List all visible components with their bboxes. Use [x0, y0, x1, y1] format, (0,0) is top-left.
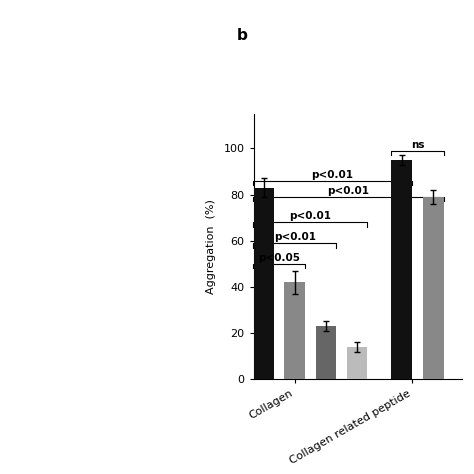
Bar [392, 160, 412, 379]
Bar [346, 347, 367, 379]
Y-axis label: Aggregation  (%): Aggregation (%) [206, 199, 216, 294]
Text: p<0.01: p<0.01 [289, 211, 331, 221]
Text: p<0.05: p<0.05 [258, 253, 300, 263]
Text: ns: ns [411, 139, 424, 149]
Text: p<0.01: p<0.01 [311, 170, 354, 180]
Text: p<0.01: p<0.01 [273, 232, 316, 242]
Text: b: b [237, 28, 248, 44]
Bar [423, 197, 444, 379]
Bar [316, 326, 336, 379]
Bar [253, 188, 274, 379]
Bar [284, 282, 305, 379]
Text: p<0.01: p<0.01 [328, 186, 369, 196]
